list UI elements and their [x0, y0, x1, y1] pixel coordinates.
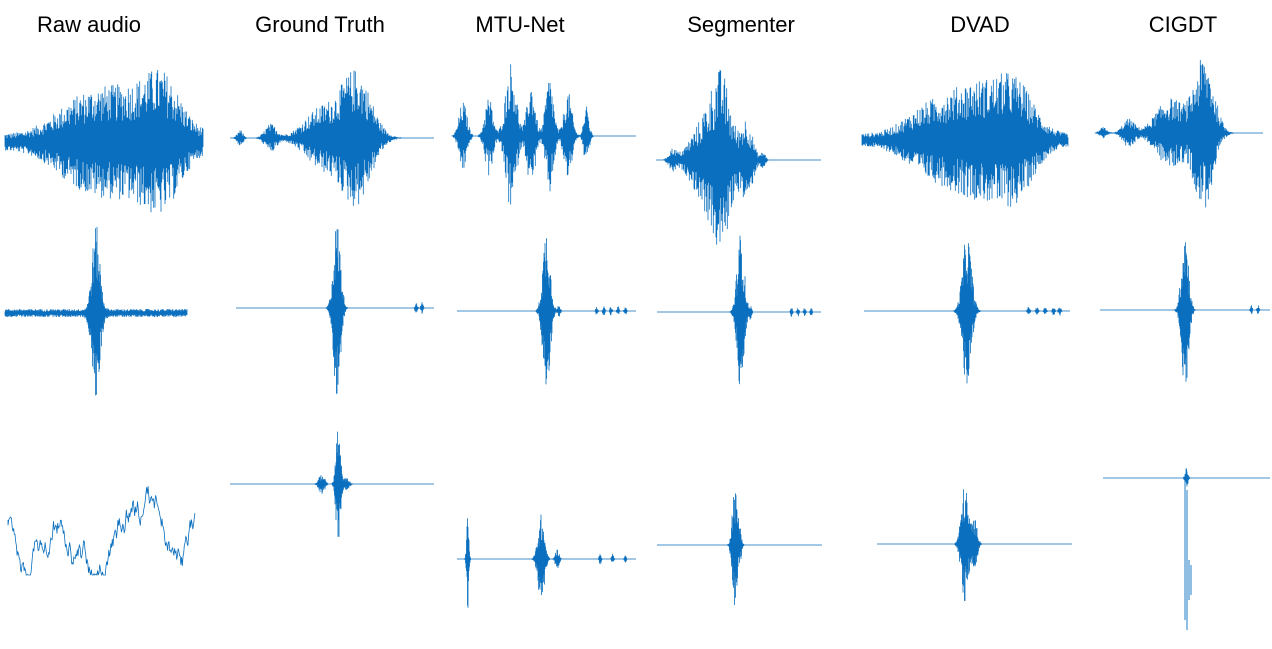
- wave-r1-dvad: [861, 73, 1069, 207]
- wave-r1-raw: [4, 70, 204, 213]
- wave-r2-cigdt: [1100, 242, 1270, 382]
- column-title-segmenter: Segmenter: [687, 12, 795, 37]
- wave-r2-raw: [4, 227, 188, 396]
- wave-r1-gt: [230, 70, 434, 206]
- wave-r1-mtu: [451, 64, 636, 205]
- wave-r3-raw: [7, 486, 196, 577]
- wave-r1-cigdt: [1094, 60, 1263, 208]
- column-title-raw-audio: Raw audio: [37, 12, 141, 37]
- wave-r2-seg: [657, 235, 821, 385]
- column-title-dvad: DVAD: [950, 12, 1010, 37]
- wave-r3-seg: [657, 493, 822, 605]
- wave-r3-mtu: [457, 514, 636, 608]
- wave-r3-cigdt-dip: [1184, 478, 1192, 630]
- wave-r3-dvad: [877, 489, 1072, 601]
- column-title-cigdt: CIGDT: [1148, 12, 1218, 37]
- column-title-mtu-net: MTU-Net: [475, 12, 565, 37]
- column-title-ground-truth: Ground Truth: [255, 12, 385, 37]
- wave-r3-gt: [230, 431, 434, 537]
- wave-r2-dvad: [864, 243, 1070, 384]
- wave-r2-mtu: [457, 238, 636, 385]
- wave-r3-cigdt: [1103, 468, 1270, 487]
- wave-r1-seg: [656, 69, 821, 245]
- wave-r2-gt: [236, 229, 434, 394]
